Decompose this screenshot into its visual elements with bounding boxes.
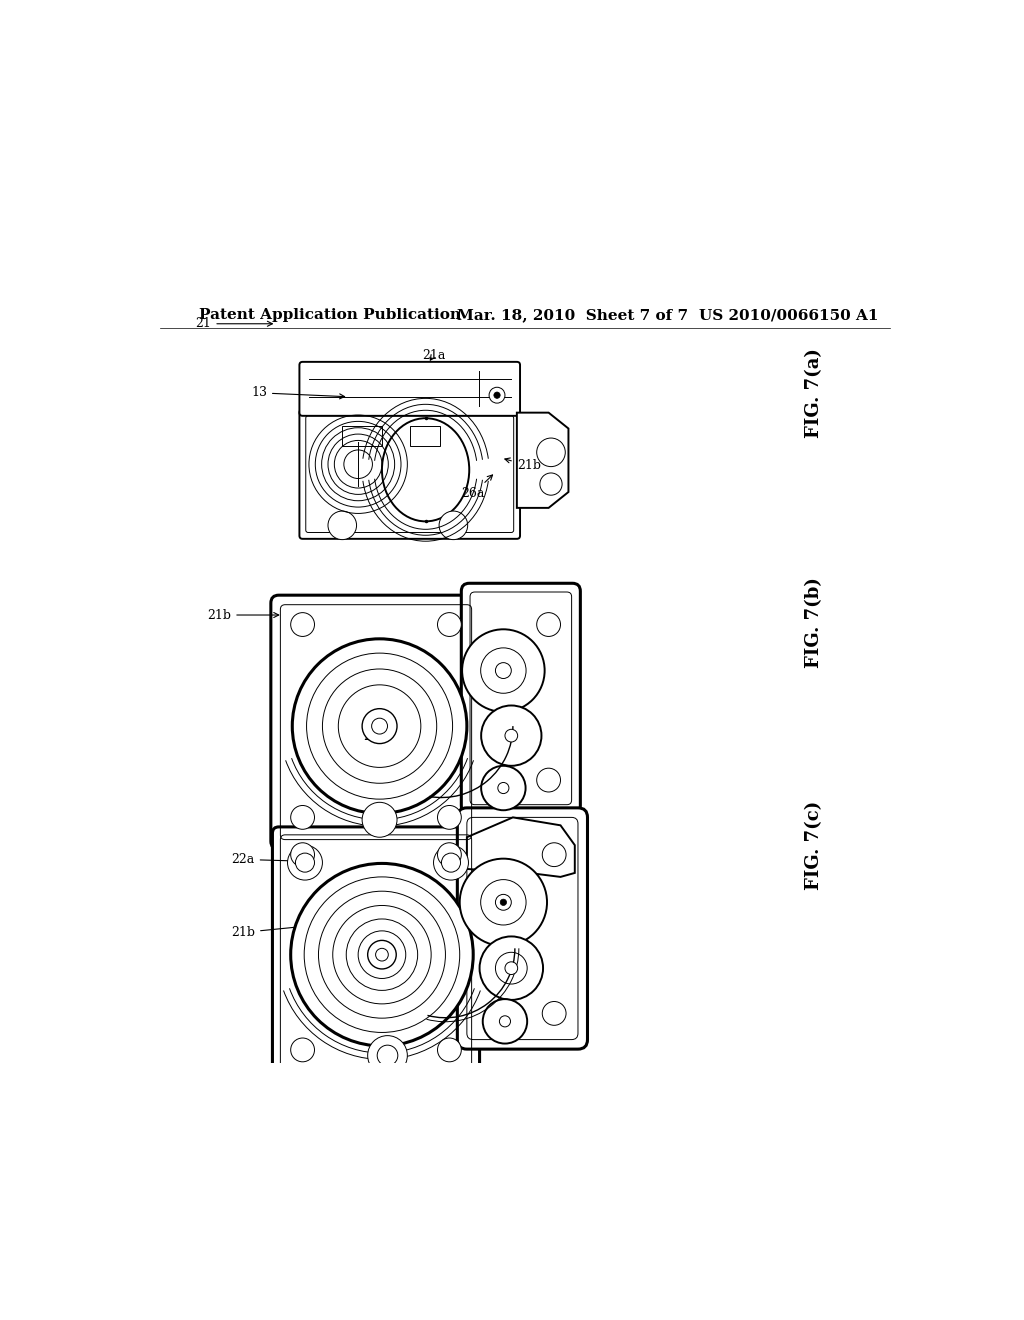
Text: Mar. 18, 2010  Sheet 7 of 7: Mar. 18, 2010 Sheet 7 of 7	[458, 308, 688, 322]
Circle shape	[505, 729, 518, 742]
Circle shape	[482, 999, 527, 1044]
Circle shape	[481, 766, 525, 810]
Circle shape	[537, 612, 560, 636]
Circle shape	[540, 473, 562, 495]
FancyBboxPatch shape	[299, 362, 520, 416]
Polygon shape	[517, 413, 568, 508]
Text: US 2010/0066150 A1: US 2010/0066150 A1	[699, 308, 879, 322]
FancyBboxPatch shape	[270, 595, 481, 849]
Circle shape	[498, 783, 509, 793]
Circle shape	[291, 805, 314, 829]
Circle shape	[296, 853, 314, 873]
Circle shape	[480, 648, 526, 693]
Circle shape	[328, 511, 356, 540]
Text: 21b: 21b	[231, 923, 327, 939]
Circle shape	[433, 845, 468, 880]
Circle shape	[437, 842, 461, 867]
FancyBboxPatch shape	[458, 808, 588, 1049]
Circle shape	[368, 940, 396, 969]
Circle shape	[372, 718, 387, 734]
Circle shape	[291, 1038, 314, 1061]
Text: 21: 21	[196, 317, 272, 330]
Circle shape	[368, 1036, 408, 1076]
Text: 26a: 26a	[462, 475, 493, 500]
Circle shape	[500, 899, 507, 906]
Circle shape	[496, 895, 511, 911]
Circle shape	[291, 863, 473, 1045]
FancyBboxPatch shape	[272, 826, 479, 1077]
Text: FIG. 7(a): FIG. 7(a)	[806, 348, 823, 438]
Circle shape	[437, 1038, 461, 1061]
Circle shape	[437, 805, 461, 829]
Circle shape	[496, 663, 511, 678]
Circle shape	[441, 853, 461, 873]
Circle shape	[439, 511, 468, 540]
Circle shape	[462, 630, 545, 711]
Circle shape	[543, 1002, 566, 1026]
Bar	[342, 426, 382, 446]
FancyBboxPatch shape	[299, 409, 520, 539]
Circle shape	[537, 438, 565, 466]
Circle shape	[362, 709, 397, 743]
Text: 21b: 21b	[505, 458, 541, 473]
Circle shape	[291, 842, 314, 867]
Circle shape	[537, 768, 560, 792]
Circle shape	[479, 936, 543, 1001]
Circle shape	[288, 845, 323, 880]
Polygon shape	[467, 817, 574, 876]
Circle shape	[481, 705, 542, 766]
Text: 21b: 21b	[207, 609, 279, 622]
Circle shape	[505, 962, 518, 974]
Text: 21a: 21a	[422, 348, 445, 362]
Text: FIG. 7(c): FIG. 7(c)	[806, 800, 823, 890]
Circle shape	[494, 392, 500, 399]
Circle shape	[292, 639, 467, 813]
Circle shape	[480, 879, 526, 925]
Text: 13: 13	[251, 387, 345, 400]
Ellipse shape	[382, 418, 469, 521]
Bar	[410, 426, 440, 446]
Circle shape	[344, 450, 373, 479]
Circle shape	[500, 1016, 511, 1027]
Circle shape	[543, 842, 566, 867]
Text: Patent Application Publication: Patent Application Publication	[200, 308, 462, 322]
Text: FIG. 7(b): FIG. 7(b)	[806, 578, 823, 668]
FancyBboxPatch shape	[461, 583, 581, 813]
Text: 21b₁: 21b₁	[364, 725, 392, 743]
Circle shape	[376, 948, 388, 961]
Circle shape	[291, 612, 314, 636]
Circle shape	[496, 952, 527, 983]
Circle shape	[362, 803, 397, 837]
Circle shape	[377, 1045, 397, 1065]
Circle shape	[437, 612, 461, 636]
Circle shape	[460, 858, 547, 946]
Text: 22a: 22a	[231, 853, 295, 866]
Circle shape	[489, 387, 505, 403]
